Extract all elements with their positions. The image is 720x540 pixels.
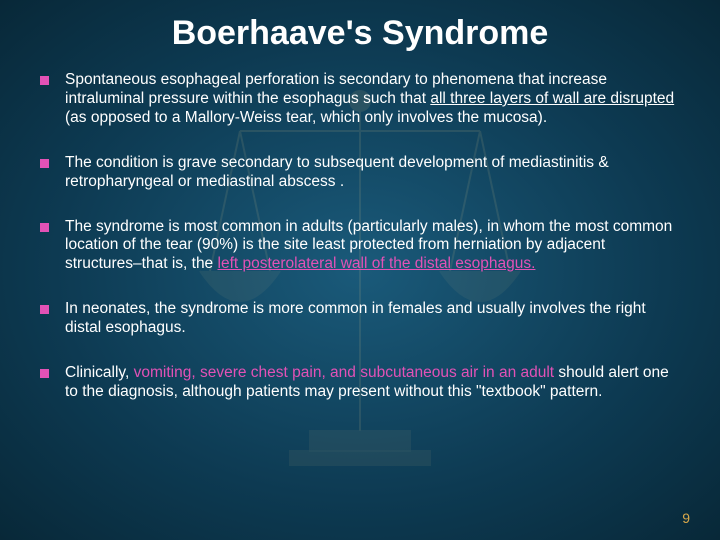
bullet-marker (40, 305, 49, 314)
page-number: 9 (682, 510, 690, 526)
bullet-marker (40, 76, 49, 85)
bullet-4: In neonates, the syndrome is more common… (40, 300, 680, 338)
bullet-marker (40, 223, 49, 232)
bullet-1: Spontaneous esophageal perforation is se… (40, 71, 680, 128)
bullet-marker (40, 369, 49, 378)
bullet-3: The syndrome is most common in adults (p… (40, 218, 680, 275)
bullet-text: The syndrome is most common in adults (p… (65, 218, 680, 275)
slide-title: Boerhaave's Syndrome (0, 0, 720, 71)
bullet-marker (40, 159, 49, 168)
bullet-text: Clinically, vomiting, severe chest pain,… (65, 364, 680, 402)
bullet-5: Clinically, vomiting, severe chest pain,… (40, 364, 680, 402)
bullet-text: In neonates, the syndrome is more common… (65, 300, 680, 338)
bullet-2: The condition is grave secondary to subs… (40, 154, 680, 192)
slide-content: Spontaneous esophageal perforation is se… (0, 71, 720, 402)
bullet-text: The condition is grave secondary to subs… (65, 154, 680, 192)
bullet-text: Spontaneous esophageal perforation is se… (65, 71, 680, 128)
